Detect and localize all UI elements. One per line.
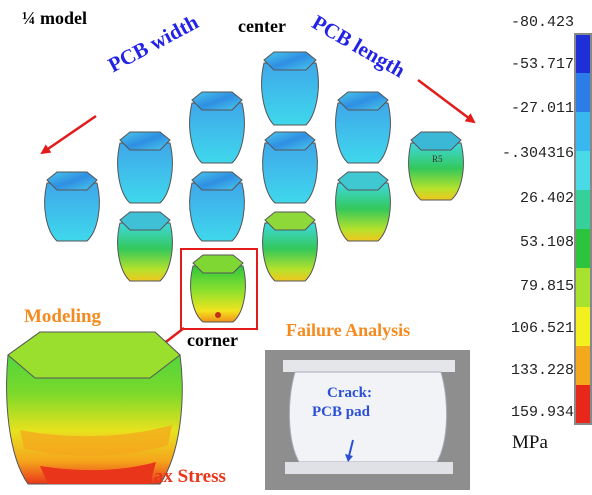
colorbar-segment — [576, 151, 590, 190]
pcb-length-arrow — [417, 79, 476, 124]
pcb-pad-label: PCB pad — [312, 404, 370, 420]
ball-row3-mid — [262, 131, 318, 204]
colorbar-segment — [576, 190, 590, 229]
chip-mark-label: R5 — [432, 154, 443, 164]
colorbar-value: 26.402 — [519, 190, 574, 207]
colorbar-segment — [576, 385, 590, 423]
colorbar-value: -27.011 — [510, 100, 574, 117]
colorbar-value: 53.108 — [519, 234, 574, 251]
colorbar-value: -53.717 — [510, 56, 574, 73]
modeling-label: Modeling — [24, 306, 102, 327]
ball-row3-left — [117, 131, 173, 204]
ball-row2-left — [189, 91, 245, 164]
colorbar-value: -80.423 — [510, 14, 574, 31]
colorbar-segment — [576, 35, 590, 73]
ball-row2-right — [335, 91, 391, 164]
corner-highlight-box — [180, 248, 258, 330]
pcb-width-arrow — [40, 114, 97, 155]
ball-row4-right — [335, 171, 391, 242]
modeled-ball — [6, 331, 183, 485]
ball-row5-right — [262, 211, 318, 282]
ball-row5-left — [117, 211, 173, 282]
colorbar-value: 159.934 — [510, 404, 574, 421]
failure-analysis-label: Failure Analysis — [286, 320, 411, 340]
ball-corner — [190, 254, 246, 323]
ball-center — [261, 51, 319, 126]
colorbar-value: 133.228 — [510, 362, 574, 379]
ball-row3-right — [408, 131, 464, 201]
center-label: center — [238, 16, 286, 36]
colorbar-segment — [576, 307, 590, 346]
colorbar-value: -.304316 — [501, 145, 574, 162]
failure-analysis-photo — [265, 350, 470, 490]
ball-row4-left — [44, 171, 100, 242]
colorbar-value: 79.815 — [519, 278, 574, 295]
colorbar-values: -80.423 -53.717 -27.011 -.304316 26.402 … — [478, 10, 574, 421]
colorbar-segment — [576, 73, 590, 112]
quarter-model-label: ¼ model — [22, 8, 87, 28]
colorbar-segment — [576, 229, 590, 268]
colorbar-segment — [576, 268, 590, 307]
ball-row4-mid — [189, 171, 245, 242]
colorbar-value: 106.521 — [510, 320, 574, 337]
unit-label: MPa — [512, 432, 548, 453]
corner-label: corner — [187, 330, 238, 350]
solder-balls — [44, 51, 464, 323]
max-stress-label: Max Stress — [136, 466, 226, 487]
colorbar — [574, 33, 592, 425]
crack-label: Crack: — [327, 385, 372, 401]
colorbar-segment — [576, 346, 590, 385]
colorbar-segment — [576, 112, 590, 151]
